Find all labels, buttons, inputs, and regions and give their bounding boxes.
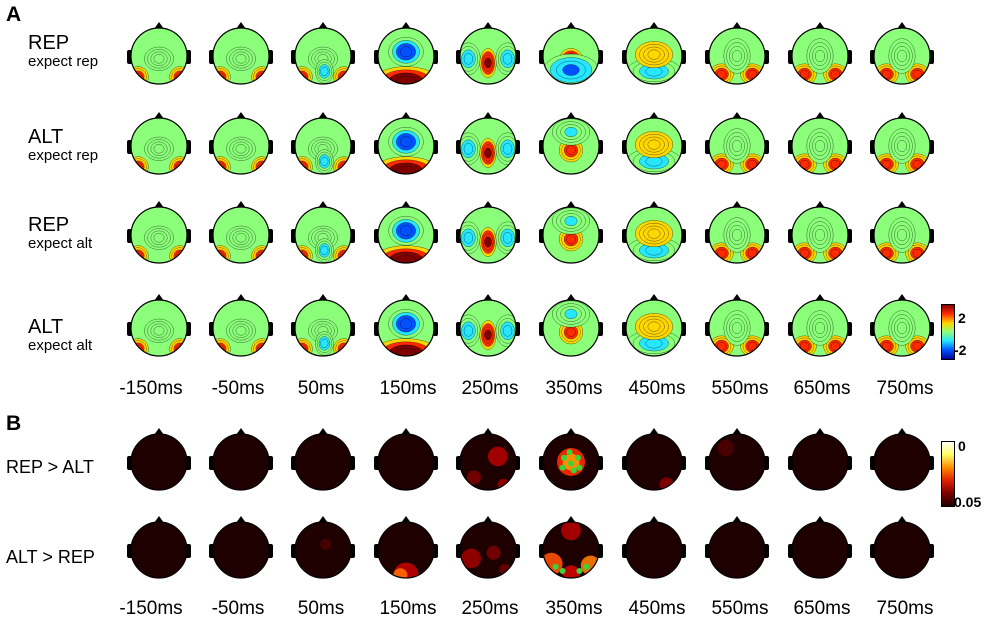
topomap-a-r1-c6 — [539, 22, 603, 85]
time-label-b-9: 750ms — [876, 598, 934, 619]
time-label-a-4: 250ms — [461, 378, 519, 399]
panel-a-letter: A — [6, 3, 22, 26]
topomap-a-r4-c5 — [456, 294, 520, 357]
row-label-a1-sub: expect rep — [28, 53, 99, 70]
time-label-b-0: -150ms — [119, 598, 183, 619]
topomap-b-r1-c8 — [705, 428, 769, 491]
row-label-a3-sub: expect alt — [28, 235, 93, 252]
topomap-a-r2-c8 — [705, 112, 769, 175]
colorbar-b-top-label: 0 — [958, 438, 966, 454]
row-label-a4-sub: expect alt — [28, 337, 93, 354]
topomap-b-r1-c7 — [622, 428, 686, 491]
topomap-b-r1-c10 — [870, 428, 934, 491]
row-label-a3-main: REP — [28, 214, 70, 236]
time-label-b-5: 350ms — [545, 598, 603, 619]
panel-a-svg — [127, 22, 934, 357]
topomap-b-r1-c1 — [127, 428, 191, 491]
topomap-b-r2-c4 — [374, 516, 438, 579]
row-label-a2: ALT expect rep — [28, 126, 98, 165]
topomap-a-r4-c8 — [705, 294, 769, 357]
time-label-a-2: 50ms — [297, 378, 345, 399]
row-label-a4: ALT expect alt — [28, 316, 92, 355]
topomap-a-r3-c6 — [539, 201, 603, 264]
topomap-a-r2-c5 — [456, 112, 520, 175]
topomap-b-r1-c5 — [456, 428, 520, 491]
time-label-a-0: -150ms — [119, 378, 183, 399]
row-label-a1-main: REP — [28, 32, 70, 54]
time-label-b-3: 150ms — [379, 598, 437, 619]
topomap-a-r1-c10 — [870, 22, 934, 85]
panel-b-colorbar — [941, 441, 955, 507]
time-label-a-6: 450ms — [628, 378, 686, 399]
topomap-a-r2-c6 — [539, 112, 603, 175]
topomap-b-r1-c6 — [539, 428, 603, 491]
topomap-b-r1-c9 — [788, 428, 852, 491]
topomap-a-r2-c9 — [788, 112, 852, 175]
time-label-b-8: 650ms — [793, 598, 851, 619]
topomap-a-r4-c4 — [374, 294, 438, 357]
topomap-b-r2-c10 — [870, 516, 934, 579]
topomap-a-r3-c10 — [870, 201, 934, 264]
row-label-a1: REP expect rep — [28, 32, 98, 71]
topomap-a-r2-c4 — [374, 112, 438, 175]
time-label-a-7: 550ms — [711, 378, 769, 399]
colorbar-b-bottom-label: 0.05 — [954, 494, 982, 510]
topomap-a-r4-c9 — [788, 294, 852, 357]
topomap-b-r2-c2 — [209, 516, 273, 579]
topomap-b-r2-c1 — [127, 516, 191, 579]
topomap-b-r1-c3 — [291, 428, 355, 491]
topomap-a-r2-c7 — [622, 112, 686, 175]
topomap-a-r1-c5 — [456, 22, 520, 85]
topomap-a-r1-c9 — [788, 22, 852, 85]
colorbar-a-min-label: -2 — [954, 342, 967, 358]
topomap-a-r3-c8 — [705, 201, 769, 264]
topomap-b-r2-c9 — [788, 516, 852, 579]
time-axis-a: -150ms -50ms 50ms 150ms 250ms 350ms 450m… — [0, 378, 993, 402]
panel-b-letter: B — [6, 412, 22, 435]
time-label-b-4: 250ms — [461, 598, 519, 619]
colorbar-a-max-label: 2 — [958, 310, 966, 326]
topomap-a-r3-c5 — [456, 201, 520, 264]
row-label-b1: REP > ALT — [6, 457, 94, 477]
topomap-b-r2-c8 — [705, 516, 769, 579]
row-label-b2: ALT > REP — [6, 547, 95, 567]
topomap-b-r2-c3 — [291, 516, 355, 579]
row-label-a2-main: ALT — [28, 126, 64, 148]
time-label-a-3: 150ms — [379, 378, 437, 399]
panel-a-colorbar — [941, 304, 955, 360]
row-label-a3: REP expect alt — [28, 214, 92, 253]
time-label-b-1: -50ms — [211, 598, 265, 619]
time-label-b-7: 550ms — [711, 598, 769, 619]
topomap-a-r3-c9 — [788, 201, 852, 264]
topomap-b-r2-c5 — [456, 516, 520, 579]
row-label-a2-sub: expect rep — [28, 147, 99, 164]
topomap-a-r3-c4 — [374, 201, 438, 264]
topomap-a-r1-c7 — [622, 22, 686, 85]
time-label-a-5: 350ms — [545, 378, 603, 399]
row-label-a4-main: ALT — [28, 316, 64, 338]
topomap-a-r4-c6 — [539, 294, 603, 357]
time-label-a-9: 750ms — [876, 378, 934, 399]
time-label-b-6: 450ms — [628, 598, 686, 619]
time-axis-b: -150ms -50ms 50ms 150ms 250ms 350ms 450m… — [0, 598, 993, 622]
time-label-a-8: 650ms — [793, 378, 851, 399]
time-label-b-2: 50ms — [297, 598, 345, 619]
topomap-a-r3-c7 — [622, 201, 686, 264]
topomap-b-r1-c2 — [209, 428, 273, 491]
topomap-b-r1-c4 — [374, 428, 438, 491]
time-label-a-1: -50ms — [211, 378, 265, 399]
topomap-b-r2-c6 — [539, 516, 603, 579]
topomap-b-r2-c7 — [622, 516, 686, 579]
topomap-a-r1-c4 — [374, 22, 438, 85]
